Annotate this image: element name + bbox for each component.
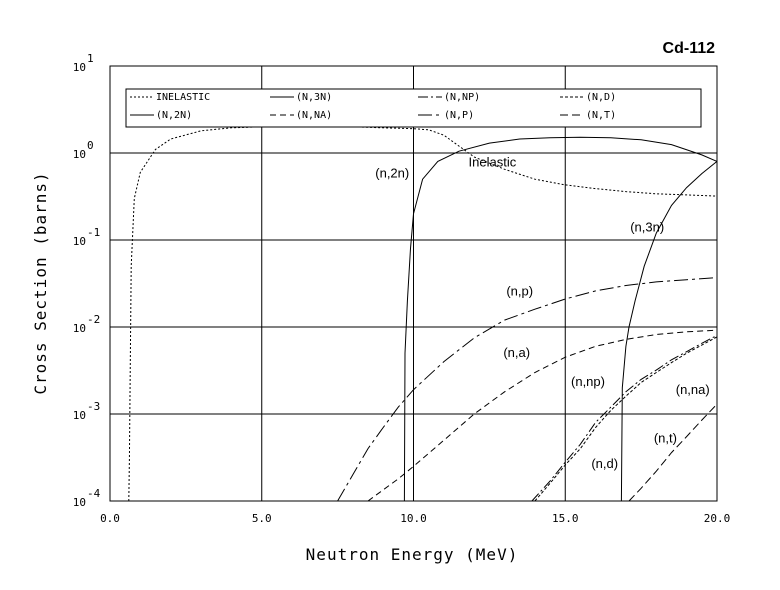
legend-item-nnp: (N,NP) [418,92,480,103]
y-tick-label: 101 [73,52,94,74]
curve-label: (n,2n) [375,166,409,181]
series-line-nnp [531,334,718,502]
series-line-inelastic [128,126,718,502]
legend-label: (N,NA) [296,110,332,121]
series-line-nna [367,329,718,502]
x-tick-label: 0.0 [100,512,120,525]
curve-label: (n,p) [506,284,533,299]
x-tick-label: 20.0 [704,512,731,525]
legend-label: (N,T) [586,110,616,121]
legend-item-n3n: (N,3N) [270,92,332,103]
y-tick-label: 10-4 [73,487,101,509]
y-tick-exponent: -4 [87,487,101,500]
curve-label: (n,3n) [630,220,664,235]
curve-label: Inelastic [469,154,517,169]
y-tick-base: 10 [73,496,86,509]
x-tick-label: 15.0 [552,512,579,525]
curve-label: (n,np) [571,374,605,389]
legend-box [125,88,702,128]
series-line-nd [534,336,718,502]
y-tick-exponent: -1 [87,226,100,239]
y-tick-label: 10-3 [73,400,101,422]
chart-title: Cd-112 [663,40,716,57]
curve-annotations: Inelastic (n,2n) (n,3n) (n,p) (n,a) (n,np) (n,… [375,154,709,470]
y-tick-base: 10 [73,322,86,335]
grid-lines [110,66,717,501]
legend-label: (N,NP) [444,92,480,103]
x-tick-label: 10.0 [400,512,427,525]
y-tick-label: 10-1 [73,226,101,248]
series-layer [128,126,718,502]
legend-item-n2n: (N,2N) [130,110,192,121]
y-tick-base: 10 [73,61,86,74]
legend-item-nt: (N,T) [560,110,616,121]
legend-item-np: (N,P) [418,110,474,121]
y-axis-title: Cross Section (barns) [31,171,50,394]
legend-label: (N,D) [586,92,616,103]
y-tick-base: 10 [73,148,86,161]
curve-label: (n,a) [503,345,530,360]
legend-item-inelastic: INELASTIC [130,92,210,103]
series-line-nt [628,403,718,502]
legend-label: (N,P) [444,110,474,121]
x-tick-labels: 0.0 5.0 10.0 15.0 20.0 [100,512,730,525]
curve-label: (n,t) [654,431,677,446]
series-line-np [337,277,718,502]
curve-label: (n,na) [676,382,710,397]
y-tick-base: 10 [73,409,86,422]
legend-item-nna: (N,NA) [270,110,332,121]
x-axis-title: Neutron Energy (MeV) [306,545,519,564]
legend-label: (N,2N) [156,110,192,121]
y-tick-label: 10-2 [73,313,101,335]
y-tick-exponent: 0 [87,139,94,152]
y-tick-base: 10 [73,235,86,248]
y-tick-exponent: -3 [87,400,100,413]
series-line-n3n [620,161,718,502]
plot-frame [109,65,718,502]
series-line-n2n [403,136,718,502]
y-tick-exponent: 1 [87,52,94,65]
legend-label: INELASTIC [156,92,210,103]
legend: INELASTIC (N,3N) (N,NP) (N,D) (N,2N) (N,NA) (N… [125,88,702,128]
y-tick-label: 100 [73,139,94,161]
x-tick-label: 5.0 [252,512,272,525]
curve-label: (n,d) [591,456,618,471]
legend-item-nd: (N,D) [560,92,616,103]
y-tick-exponent: -2 [87,313,100,326]
legend-label: (N,3N) [296,92,332,103]
